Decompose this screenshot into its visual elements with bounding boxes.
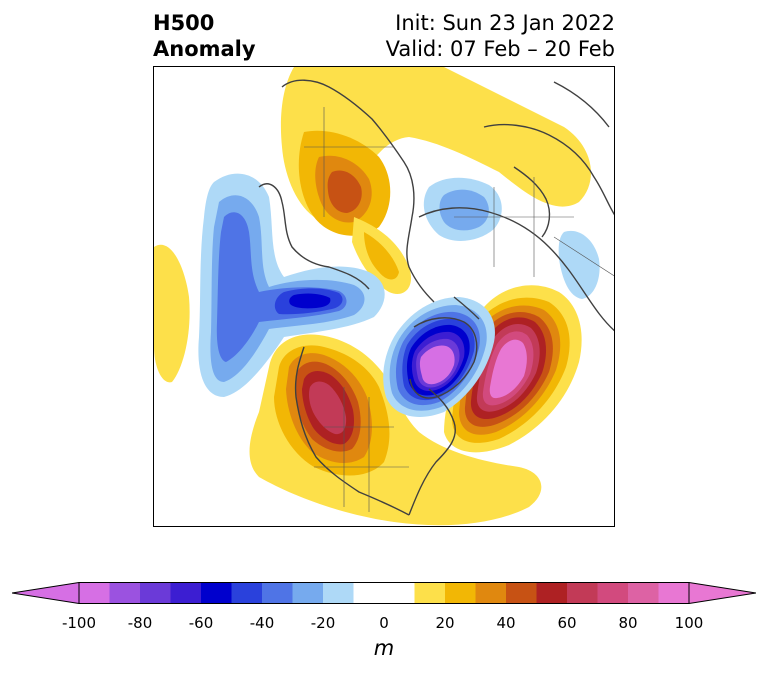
colorbar-tick-label: 20 [435, 614, 455, 632]
colorbar-tick-label: 60 [557, 614, 577, 632]
siberian-ridge [280, 67, 591, 295]
colorbar-segment [262, 582, 293, 604]
map-svg [154, 67, 614, 526]
chart-title-left: H500 Anomaly [153, 10, 256, 62]
colorbar-tick-label: 100 [674, 614, 704, 632]
colorbar-segment [170, 582, 202, 604]
colorbar-segment [628, 582, 659, 604]
colorbar-segment [414, 582, 446, 604]
valid-period: Valid: 07 Feb – 20 Feb [385, 37, 615, 61]
colorbar-tick-label: 40 [496, 614, 516, 632]
chart-title-right: Init: Sun 23 Jan 2022 Valid: 07 Feb – 20… [386, 10, 615, 62]
baffin-greenland-trough [383, 297, 495, 417]
north-pacific-trough [198, 173, 385, 397]
eurasia-trough [423, 177, 600, 299]
colorbar-tick-label: 80 [618, 614, 638, 632]
colorbar-segment [109, 582, 141, 604]
colorbar-segment [353, 582, 385, 604]
colorbar-segment [292, 582, 324, 604]
colorbar-segment [536, 582, 568, 604]
colorbar-segment [323, 582, 354, 604]
colorbar-segments [79, 582, 690, 604]
colorbar-segment [475, 582, 507, 604]
colorbar-over-arrow [688, 582, 756, 604]
colorbar-segment [201, 582, 232, 604]
colorbar-tick-label: -80 [127, 614, 153, 632]
variable-title: H500 [153, 11, 215, 35]
colorbar-segment [506, 582, 537, 604]
borders [304, 107, 614, 512]
colorbar-segment [384, 582, 415, 604]
western-north-america-ridge [249, 334, 542, 526]
coastlines [258, 79, 614, 516]
colorbar-unit-label: m [373, 636, 395, 660]
pacific-edge-ridge [154, 244, 190, 383]
colorbar-segment [597, 582, 629, 604]
colorbar-segment [445, 582, 476, 604]
colorbar-segment [231, 582, 263, 604]
colorbar-tick-label: -100 [61, 614, 97, 632]
colorbar-segment [79, 582, 110, 604]
colorbar-tick-label: 0 [379, 614, 389, 632]
anomaly-map [153, 66, 615, 527]
colorbar-tick-label: -40 [249, 614, 275, 632]
colorbar-under-arrow [12, 582, 80, 604]
colorbar-tick-label: -60 [188, 614, 214, 632]
colorbar-segment [658, 582, 690, 604]
colorbar [12, 582, 756, 604]
init-time: Init: Sun 23 Jan 2022 [395, 11, 615, 35]
variable-subtitle: Anomaly [153, 37, 256, 61]
colorbar-segment [140, 582, 171, 604]
colorbar-segment [567, 582, 598, 604]
colorbar-tick-label: -20 [310, 614, 336, 632]
